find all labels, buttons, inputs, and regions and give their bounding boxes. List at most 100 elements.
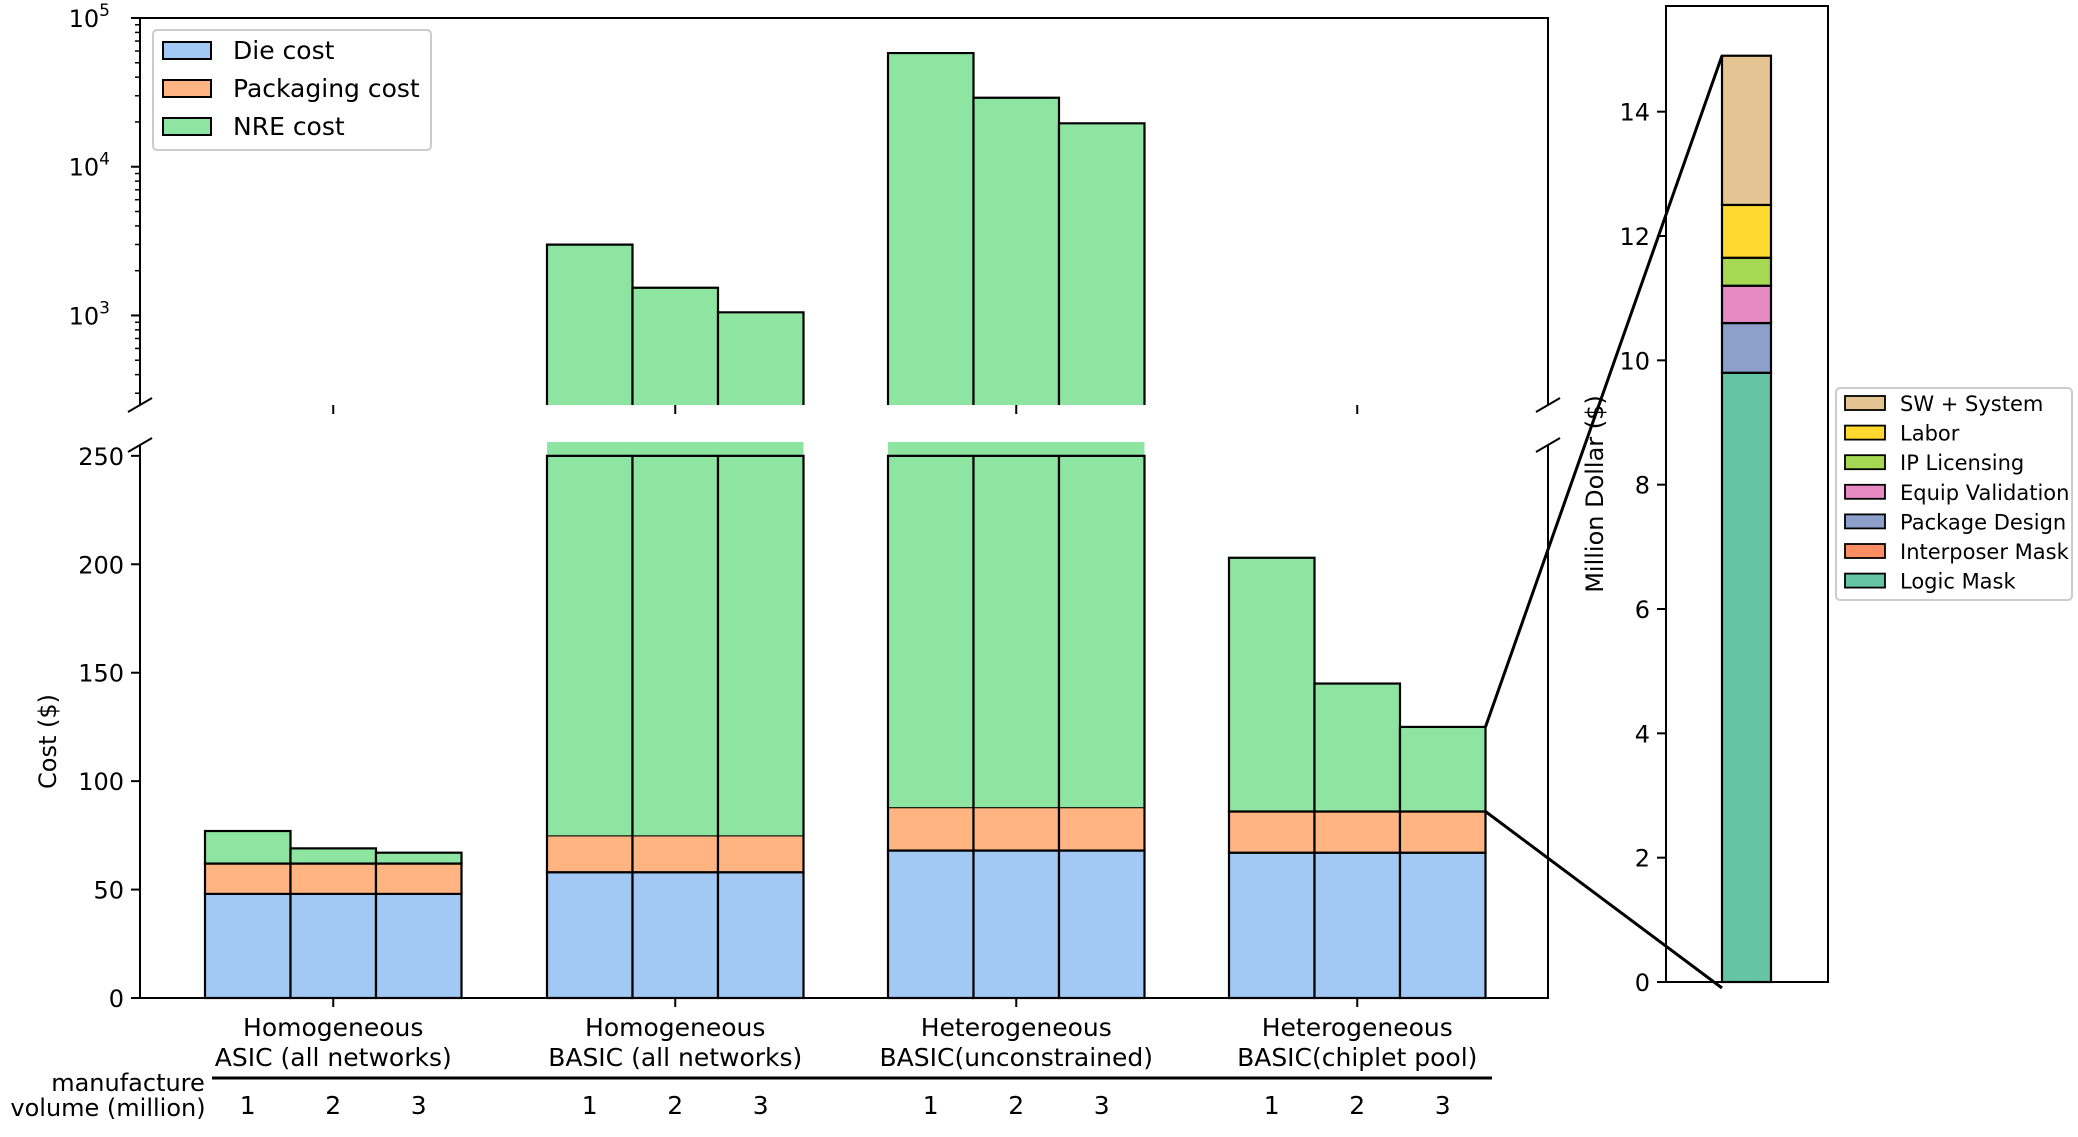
volume-label: 2 <box>1349 1091 1365 1120</box>
volume-label: 2 <box>1008 1091 1024 1120</box>
die-cost-bar <box>886 849 975 1000</box>
inset-legend-swatch <box>1844 572 1886 589</box>
inset-legend-swatch <box>1844 395 1886 411</box>
group-label-line: BASIC (all networks) <box>548 1043 802 1072</box>
inset-axis-frame <box>1665 5 1829 983</box>
volume-label: 3 <box>411 1091 427 1120</box>
nre-cost-bar <box>547 442 633 836</box>
lower-axis-frame <box>139 445 1549 999</box>
packaging-cost-bar <box>716 834 805 874</box>
nre-cost-bar-upper <box>973 97 1059 406</box>
y-tick-label: 104 <box>69 150 110 182</box>
main-chart: 0 50 100 150 200 250 103 104 105 Cost ($) Homogene… <box>10 1 1561 1122</box>
die-cost-bar <box>1398 851 1487 1000</box>
nre-cost-bar <box>632 442 718 836</box>
inset-y-tick-label: 4 <box>1635 720 1650 748</box>
nre-component-bar <box>1720 321 1773 374</box>
inset-legend-swatch <box>1844 483 1886 500</box>
nre-cost-bar <box>289 847 378 865</box>
y-tick-label: 250 <box>78 443 124 471</box>
nre-cost-bar <box>203 829 292 865</box>
legend-frame <box>152 29 432 151</box>
inset-y-axis-label: Million Dollar ($) <box>1581 395 1609 593</box>
inset-y-tick-label: 14 <box>1619 99 1650 127</box>
nre-cost-bar <box>1398 725 1487 813</box>
zoom-connector <box>1484 55 1724 728</box>
inset-legend-swatch <box>1844 454 1886 471</box>
inset-legend-label: SW + System <box>1900 392 2043 416</box>
group-label-line: Heterogeneous <box>1262 1013 1453 1042</box>
die-cost-bar <box>716 871 805 1000</box>
volume-label: 1 <box>240 1091 256 1120</box>
packaging-cost-bar <box>289 862 378 896</box>
inset-y-tick-label: 10 <box>1619 347 1650 375</box>
die-cost-bar <box>203 892 292 1000</box>
legend: Die cost Packaging cost NRE cost <box>152 29 432 151</box>
volume-label: 1 <box>582 1091 598 1120</box>
volume-label: 3 <box>1435 1091 1451 1120</box>
nre-component-bar <box>1720 284 1773 325</box>
nre-cost-bar-upper <box>718 312 804 405</box>
legend-swatch <box>162 79 212 98</box>
nre-cost-bar-upper <box>632 287 718 405</box>
nre-cost-bar <box>973 442 1059 808</box>
axis-break-mark <box>127 397 153 413</box>
packaging-cost-bar <box>1057 806 1146 852</box>
packaging-cost-bar <box>203 862 292 896</box>
nre-component-bar <box>1720 371 1773 984</box>
packaging-cost-bar <box>1227 810 1316 854</box>
nre-cost-bar-upper <box>1059 123 1145 405</box>
packaging-cost-bar <box>886 806 975 852</box>
tick-exponent: 3 <box>99 298 110 318</box>
inset-legend-label: Labor <box>1900 422 1960 446</box>
die-cost-bar <box>1313 851 1402 1000</box>
nre-cost-bar-outline <box>1057 454 1146 808</box>
inset-legend-label: Interposer Mask <box>1900 540 2070 564</box>
die-cost-bar <box>1057 849 1146 1000</box>
nre-component-bar <box>1720 54 1773 207</box>
die-cost-bar <box>631 871 720 1000</box>
group-label-line: Heterogeneous <box>921 1013 1112 1042</box>
y-tick-label: 105 <box>69 1 110 33</box>
nre-cost-bar <box>1227 556 1316 813</box>
axis-break-mark <box>127 437 153 453</box>
y-tick-label: 100 <box>78 768 124 796</box>
legend-label: NRE cost <box>233 112 345 141</box>
group-label-line: BASIC(chiplet pool) <box>1237 1043 1477 1072</box>
nre-cost-bar <box>718 442 804 836</box>
inset-legend-label: Logic Mask <box>1900 570 2016 594</box>
nre-component-bar <box>1720 256 1773 287</box>
nre-cost-bar-upper <box>547 244 633 405</box>
inset-legend-label: Equip Validation <box>1900 481 2069 505</box>
inset-legend: SW + System Labor IP Licensing Equip Valida… <box>1835 387 2073 601</box>
nre-component-bar <box>1720 203 1773 259</box>
y-axis-label: Cost ($) <box>34 694 62 789</box>
inset-y-tick-label: 6 <box>1635 596 1650 624</box>
nre-cost-bar <box>1059 442 1145 808</box>
nre-cost-bar-upper <box>888 53 974 405</box>
nre-cost-bar-outline <box>716 454 805 836</box>
axis-break-mark <box>1535 397 1561 413</box>
inset-legend-label: IP Licensing <box>1900 451 2024 475</box>
axis-break-mark <box>1535 437 1561 453</box>
inset-y-tick-label: 8 <box>1635 472 1650 500</box>
volume-label: 3 <box>753 1091 769 1120</box>
packaging-cost-bar <box>545 834 634 874</box>
group-label-line: ASIC (all networks) <box>215 1043 452 1072</box>
inset-legend-label: Package Design <box>1900 510 2066 534</box>
volume-label: 2 <box>325 1091 341 1120</box>
inset-legend-swatch <box>1844 543 1886 559</box>
nre-cost-bar <box>1313 682 1402 813</box>
inset-y-tick-label: 0 <box>1635 969 1650 997</box>
packaging-cost-bar <box>972 806 1061 852</box>
packaging-cost-bar <box>374 862 463 896</box>
y-tick-label: 50 <box>93 877 124 905</box>
packaging-cost-bar <box>631 834 720 874</box>
volume-label: 2 <box>667 1091 683 1120</box>
group-label-line: BASIC(unconstrained) <box>880 1043 1154 1072</box>
volume-axis-label: volume (million) <box>10 1094 205 1122</box>
packaging-cost-bar <box>1398 810 1487 854</box>
y-tick-label: 150 <box>78 660 124 688</box>
zoom-connector <box>1484 810 1723 990</box>
